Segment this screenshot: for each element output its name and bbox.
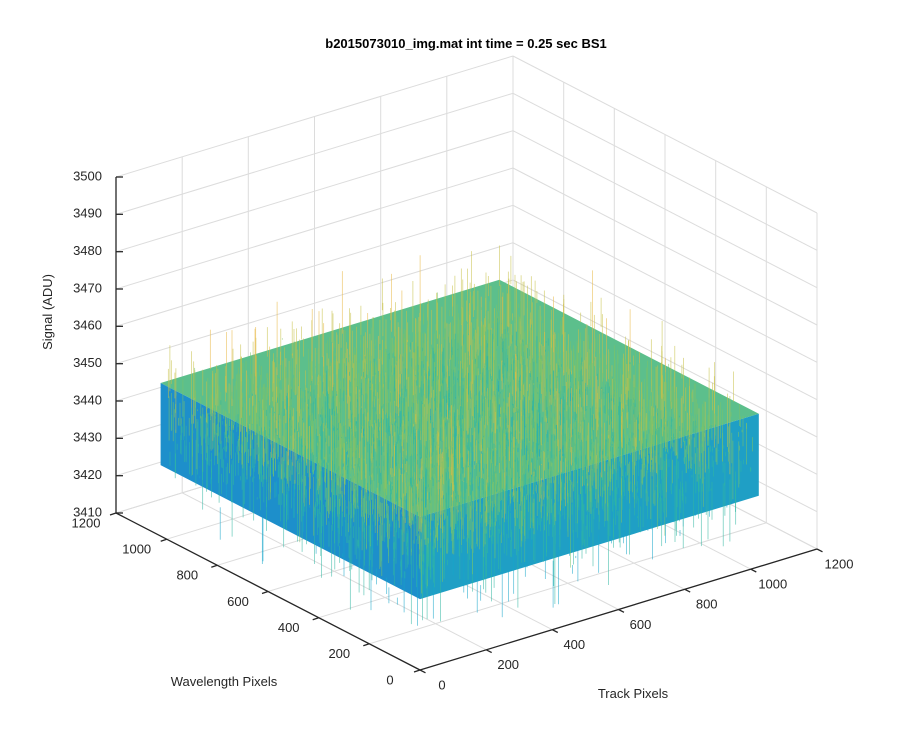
grid-line-back-wall [115, 55, 514, 178]
surface-plot [160, 245, 759, 626]
grid-line-side-wall [512, 242, 818, 401]
grid-line-back-wall [115, 92, 514, 215]
grid-line-back-wall [115, 242, 514, 365]
grid-line-back-wall [115, 130, 514, 253]
chart-title: b2015073010_img.mat int time = 0.25 sec … [325, 36, 606, 51]
grid-line-back-wall [115, 167, 514, 290]
grid-line-back-wall [115, 204, 514, 327]
grid-line-side-wall [512, 130, 818, 289]
grid-line-side-wall [512, 92, 818, 251]
grid-line-side-wall [512, 55, 818, 214]
grid-line-side-wall [512, 167, 818, 326]
grid-line-side-wall [512, 204, 818, 363]
grid-line-floor [369, 522, 767, 645]
